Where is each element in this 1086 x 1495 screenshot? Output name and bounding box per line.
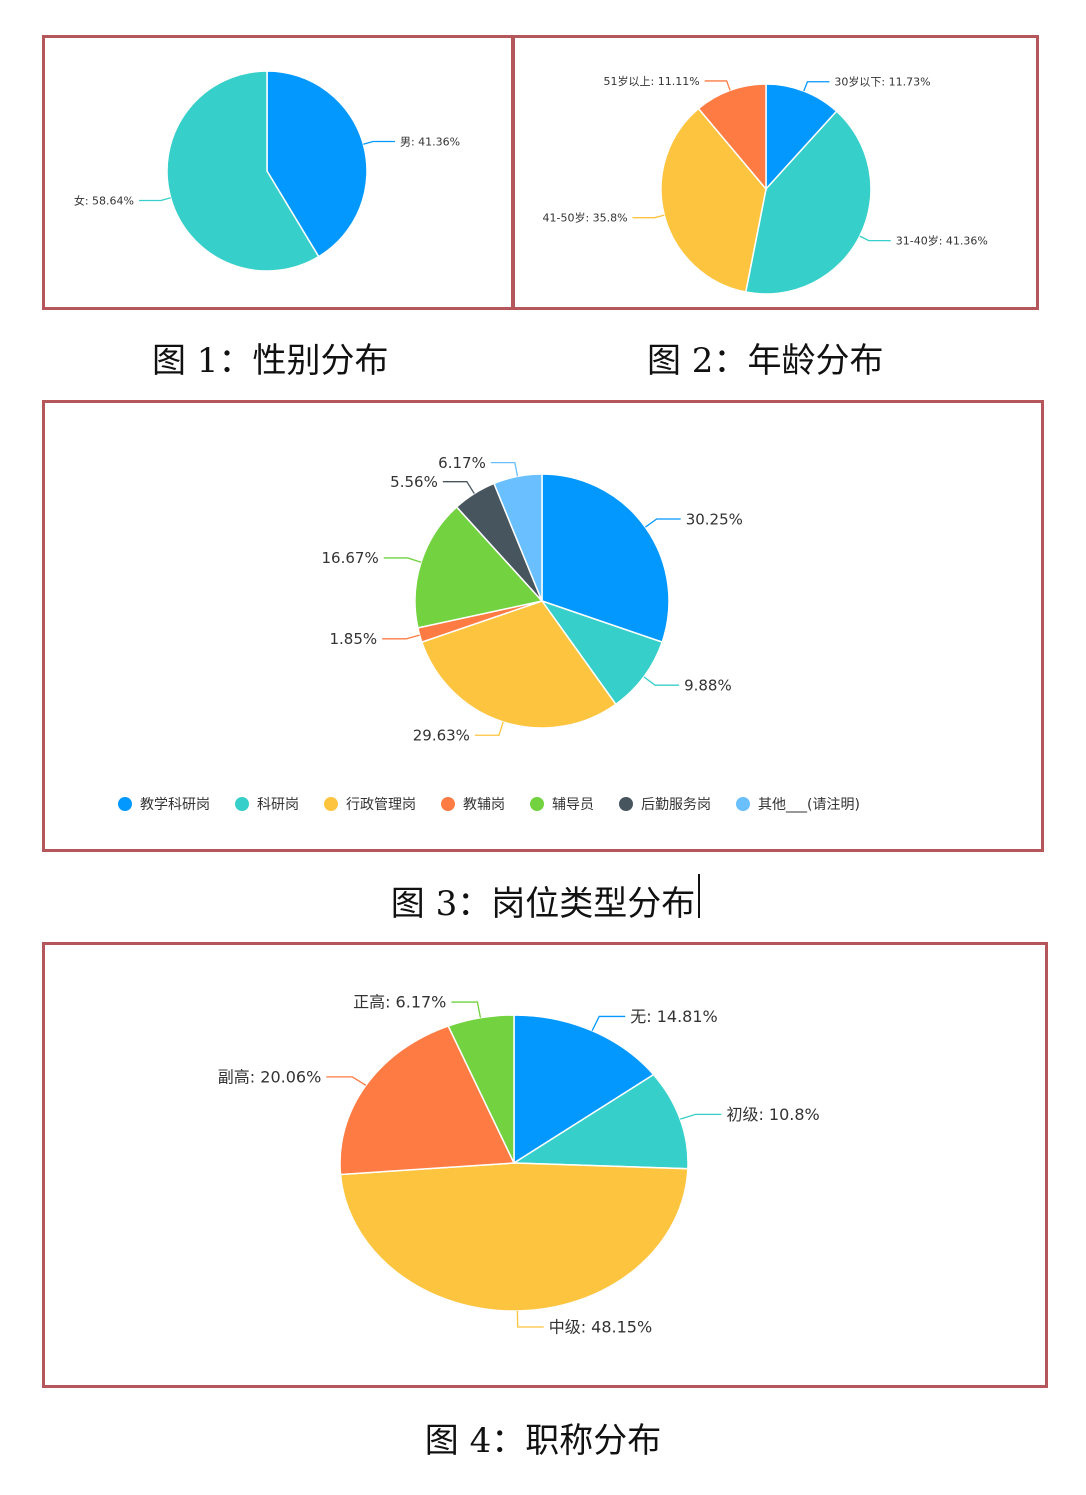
age-slice-2 bbox=[744, 110, 872, 295]
position-legend-label-1: 教学科研岗 bbox=[140, 797, 210, 813]
position-legend-label-3: 行政管理岗 bbox=[346, 797, 416, 813]
age-slice-4 bbox=[697, 83, 767, 192]
title-leader-line-5 bbox=[451, 1001, 482, 1018]
title-leader-line-3 bbox=[516, 1310, 544, 1328]
position-chart-frame: 30.25% 9.88% 29.63% 1.85% 16.67% 5.56% 6.17% 教学… bbox=[42, 400, 1044, 852]
position-labels: 30.25% 9.88% 29.63% 1.85% 16.67% 5.56%6.17% bbox=[322, 454, 743, 745]
gender-slice-2 bbox=[166, 70, 320, 272]
title-slice-5 bbox=[447, 1014, 515, 1164]
position-legend-item-6[interactable]: 后勤服务岗 bbox=[619, 797, 711, 813]
age-leader-line-3 bbox=[632, 214, 665, 219]
position-data-label-7: 6.17% bbox=[438, 454, 486, 472]
position-legend-item-3[interactable]: 行政管理岗 bbox=[324, 797, 416, 813]
gender-slice-1 bbox=[266, 70, 368, 258]
position-pie-chart: 30.25% 9.88% 29.63% 1.85% 16.67% 5.56%6.17% 教学… bbox=[118, 454, 860, 813]
title-data-label-4: 副高: 20.06% bbox=[218, 1067, 322, 1086]
gender-slices bbox=[166, 70, 368, 272]
gender-leader-line-1 bbox=[363, 140, 395, 145]
position-legend-swatch-3 bbox=[324, 797, 338, 811]
position-legend-swatch-2 bbox=[235, 797, 249, 811]
position-data-label-6: 5.56% bbox=[390, 473, 438, 491]
position-legend-swatch-5 bbox=[530, 797, 544, 811]
age-data-label-1: 30岁以下: 11.73% bbox=[834, 75, 930, 89]
title-data-label-1: 无: 14.81% bbox=[630, 1007, 718, 1026]
position-legend-swatch-4 bbox=[441, 797, 455, 811]
position-slices bbox=[414, 473, 670, 729]
age-slices bbox=[660, 83, 872, 295]
age-leader-line-4 bbox=[704, 80, 731, 91]
gender-pie-chart: 男: 41.36% 女: 58.64% bbox=[74, 70, 460, 272]
title-leader-line-4 bbox=[326, 1076, 367, 1086]
position-leader-line-5 bbox=[383, 557, 422, 563]
age-labels: 30岁以下: 11.73% 31-40岁: 41.36% 41-50岁: 35.8%… bbox=[543, 74, 988, 248]
figure-1-caption: 图 1：性别分布 bbox=[152, 341, 389, 381]
age-slice-3 bbox=[660, 107, 767, 293]
title-slice-2 bbox=[511, 1073, 689, 1170]
figure-3-caption: 图 3：岗位类型分布 bbox=[390, 884, 696, 924]
title-leader-line-1 bbox=[591, 1015, 626, 1032]
position-legend: 教学科研岗 科研岗 行政管理岗 教辅岗 辅导员 后勤服务岗 其他___(请注明) bbox=[118, 797, 860, 813]
title-data-label-2: 初级: 10.8% bbox=[726, 1105, 819, 1124]
position-data-label-3: 29.63% bbox=[413, 727, 470, 745]
title-leader-line-2 bbox=[679, 1113, 722, 1120]
position-legend-label-6: 后勤服务岗 bbox=[641, 797, 711, 813]
gender-data-label-2: 女: 58.64% bbox=[74, 193, 134, 207]
title-slice-1 bbox=[513, 1014, 655, 1165]
position-data-label-1: 30.25% bbox=[686, 510, 743, 528]
position-data-label-5: 16.67% bbox=[322, 549, 379, 567]
position-legend-item-4[interactable]: 教辅岗 bbox=[441, 797, 505, 813]
position-legend-item-7[interactable]: 其他___(请注明) bbox=[736, 797, 860, 813]
gender-data-label-1: 男: 41.36% bbox=[400, 135, 460, 148]
position-legend-label-5: 辅导员 bbox=[552, 797, 594, 813]
position-leader-line-4 bbox=[382, 634, 420, 640]
title-slice-4 bbox=[339, 1025, 516, 1176]
position-leader-line-7 bbox=[490, 461, 519, 477]
gender-leader-line-2 bbox=[139, 197, 171, 202]
position-leader-line-6 bbox=[442, 481, 475, 494]
figure-2-caption: 图 2：年龄分布 bbox=[647, 341, 884, 381]
position-leader-line-1 bbox=[644, 518, 681, 528]
age-pie-chart: 30岁以下: 11.73% 31-40岁: 41.36% 41-50岁: 35.8%… bbox=[543, 74, 988, 295]
title-data-label-5: 正高: 6.17% bbox=[353, 993, 446, 1012]
position-legend-label-4: 教辅岗 bbox=[463, 797, 505, 813]
gender-labels: 男: 41.36% 女: 58.64% bbox=[74, 135, 460, 207]
age-chart-frame: 30岁以下: 11.73% 31-40岁: 41.36% 41-50岁: 35.8%… bbox=[512, 35, 1039, 310]
gender-chart-frame: 男: 41.36% 女: 58.64% bbox=[42, 35, 514, 310]
position-data-label-4: 1.85% bbox=[330, 630, 378, 648]
title-labels: 无: 14.81% 初级: 10.8% 中级: 48.15% 副高: 20.06% 正高… bbox=[218, 993, 820, 1337]
age-data-label-4: 51岁以上: 11.11% bbox=[604, 74, 700, 88]
title-chart-frame: 无: 14.81% 初级: 10.8% 中级: 48.15% 副高: 20.06% 正高… bbox=[42, 942, 1048, 1388]
figure-4-caption: 图 4：职称分布 bbox=[424, 1421, 662, 1461]
position-leader-line-2 bbox=[643, 676, 680, 686]
position-legend-swatch-6 bbox=[619, 797, 633, 811]
position-legend-item-1[interactable]: 教学科研岗 bbox=[118, 797, 210, 813]
position-legend-label-7: 其他___(请注明) bbox=[758, 797, 860, 813]
position-slice-5 bbox=[414, 505, 544, 629]
age-data-label-2: 31-40岁: 41.36% bbox=[896, 233, 988, 247]
position-leader-line-3 bbox=[474, 721, 504, 736]
title-slices bbox=[339, 1014, 689, 1312]
title-pie-chart: 无: 14.81% 初级: 10.8% 中级: 48.15% 副高: 20.06% 正高… bbox=[218, 993, 820, 1337]
position-legend-label-2: 科研岗 bbox=[257, 797, 299, 813]
age-leader-line-1 bbox=[803, 81, 830, 92]
position-legend-item-2[interactable]: 科研岗 bbox=[235, 797, 299, 813]
position-legend-swatch-7 bbox=[736, 797, 750, 811]
text-cursor bbox=[698, 874, 700, 918]
title-data-label-3: 中级: 48.15% bbox=[549, 1318, 653, 1337]
position-legend-item-5[interactable]: 辅导员 bbox=[530, 797, 594, 813]
position-data-label-2: 9.88% bbox=[684, 676, 732, 694]
position-legend-swatch-1 bbox=[118, 797, 132, 811]
title-slice-3 bbox=[339, 1162, 689, 1312]
age-leader-line-2 bbox=[859, 235, 891, 242]
position-slice-2 bbox=[540, 599, 664, 706]
age-data-label-3: 41-50岁: 35.8% bbox=[543, 211, 628, 225]
